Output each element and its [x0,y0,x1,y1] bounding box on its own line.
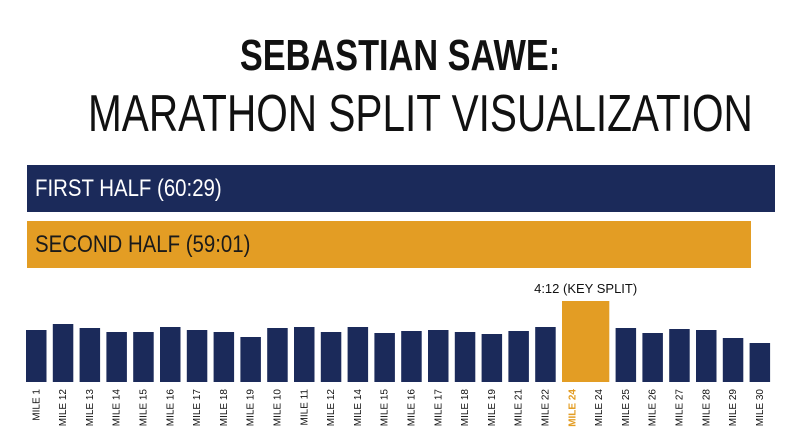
mile-label: MILE 24 [594,389,605,427]
mile-bar [454,332,476,382]
first-half-bar: FIRST HALF (60:29) [27,165,775,212]
mile-label: MILE 18 [219,389,230,427]
mile-label: MILE 28 [701,389,712,427]
mile-bar [481,334,503,382]
mile-bar [160,327,181,382]
mile-label: MILE 12 [58,389,69,427]
mile-label: MILE 16 [406,389,417,427]
second-half-bar: SECOND HALF (59:01) [27,221,751,268]
mile-label: MILE 19 [487,389,498,427]
mile-bar [26,330,47,382]
mile-bar [106,332,127,382]
mile-label: MILE 15 [380,389,391,427]
key-split-annotation: 4:12 (KEY SPLIT) [534,281,637,296]
mile-bar [401,331,422,382]
mile-label: MILE 17 [192,389,203,427]
mile-label: MILE 25 [621,389,632,427]
mile-bar [294,327,315,382]
mile-label: MILE 27 [674,389,685,427]
mile-label: MILE 26 [648,389,659,427]
second-half-label: SECOND HALF (59:01) [35,230,251,258]
mile-label: MILE 17 [433,389,444,427]
chart-title-line1: SEBASTIAN SAWE: [239,31,561,80]
mile-label: MILE 11 [299,389,310,426]
mile-bar [669,329,690,382]
mile-bar [320,332,342,382]
first-half-label: FIRST HALF (60:29) [35,174,222,202]
mile-label: MILE 18 [460,389,471,427]
mile-label: MILE 1 [31,389,42,421]
mile-bar [267,328,288,382]
mile-bar [133,332,154,382]
mile-label: MILE 22 [540,389,551,427]
mile-bar [428,330,449,382]
mile-label: MILE 19 [246,389,257,427]
mile-label: MILE 13 [85,389,96,427]
chart-title-line2: MARATHON SPLIT VISUALIZATION [88,85,753,143]
mile-bar [186,330,208,382]
mile-bar [240,337,261,382]
key-mile-label: MILE 24 [567,389,578,427]
mile-label: MILE 29 [728,389,739,427]
mile-bar [642,333,663,382]
mile-split-chart: MILE 1 MILE 12 MILE 13 MILE 14 MILE 15 MILE 1… [26,281,771,427]
mile-label: MILE 14 [353,389,364,427]
mile-label: MILE 12 [326,389,337,427]
mile-bar [615,328,637,382]
mile-bar [535,327,556,382]
mile-label: MILE 30 [755,389,766,427]
mile-bar [79,328,101,382]
mile-label: MILE 21 [514,389,525,427]
mile-label: MILE 15 [138,389,149,427]
mile-bar [213,332,235,382]
mile-bar [696,330,717,382]
mile-bar [722,338,744,382]
mile-label: MILE 10 [272,389,283,427]
mile-bar [347,327,369,382]
mile-bar [749,343,771,382]
mile-bar [374,333,395,382]
mile-bar [508,331,529,382]
mile-label: MILE 16 [165,389,176,427]
mile-bar [52,324,74,382]
key-split-bar [562,301,610,382]
mile-label: MILE 14 [112,389,123,427]
